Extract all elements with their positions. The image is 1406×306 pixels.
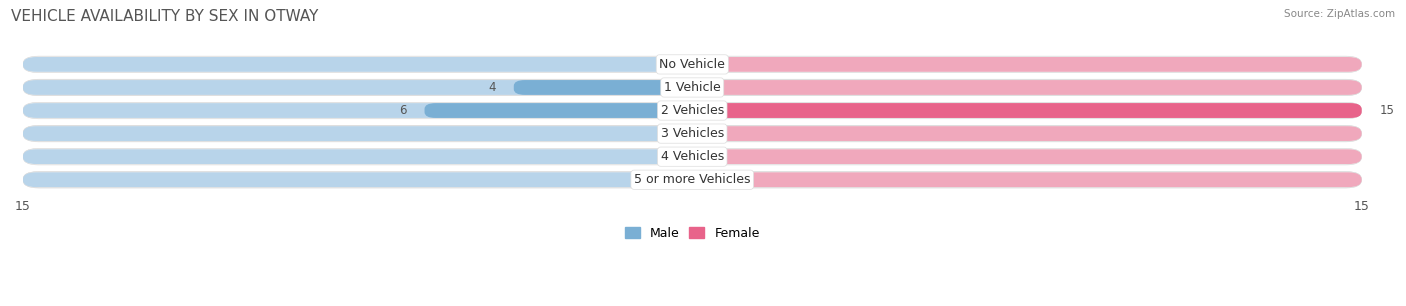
Text: 0: 0: [710, 58, 717, 71]
FancyBboxPatch shape: [692, 172, 1361, 187]
FancyBboxPatch shape: [22, 125, 1361, 142]
FancyBboxPatch shape: [692, 80, 1361, 95]
Text: 4 Vehicles: 4 Vehicles: [661, 150, 724, 163]
Text: 0: 0: [666, 58, 675, 71]
FancyBboxPatch shape: [22, 172, 692, 187]
FancyBboxPatch shape: [692, 149, 1361, 164]
FancyBboxPatch shape: [22, 79, 1361, 96]
Text: 6: 6: [399, 104, 406, 117]
FancyBboxPatch shape: [22, 103, 692, 118]
FancyBboxPatch shape: [692, 103, 1361, 118]
Text: No Vehicle: No Vehicle: [659, 58, 725, 71]
Text: 3 Vehicles: 3 Vehicles: [661, 127, 724, 140]
Text: 5 or more Vehicles: 5 or more Vehicles: [634, 173, 751, 186]
FancyBboxPatch shape: [22, 149, 692, 164]
FancyBboxPatch shape: [22, 56, 1361, 73]
Text: VEHICLE AVAILABILITY BY SEX IN OTWAY: VEHICLE AVAILABILITY BY SEX IN OTWAY: [11, 9, 319, 24]
Text: 0: 0: [666, 150, 675, 163]
FancyBboxPatch shape: [22, 57, 692, 72]
Text: 2 Vehicles: 2 Vehicles: [661, 104, 724, 117]
Text: 0: 0: [710, 81, 717, 94]
FancyBboxPatch shape: [692, 57, 1361, 72]
Text: Source: ZipAtlas.com: Source: ZipAtlas.com: [1284, 9, 1395, 19]
FancyBboxPatch shape: [22, 148, 1361, 165]
FancyBboxPatch shape: [425, 103, 692, 118]
FancyBboxPatch shape: [513, 80, 692, 95]
FancyBboxPatch shape: [22, 126, 692, 141]
FancyBboxPatch shape: [692, 126, 1361, 141]
Text: 1 Vehicle: 1 Vehicle: [664, 81, 721, 94]
Legend: Male, Female: Male, Female: [624, 227, 759, 240]
Text: 0: 0: [666, 127, 675, 140]
FancyBboxPatch shape: [22, 102, 1361, 119]
Text: 0: 0: [710, 173, 717, 186]
FancyBboxPatch shape: [22, 80, 692, 95]
FancyBboxPatch shape: [22, 171, 1361, 188]
Text: 15: 15: [1379, 104, 1395, 117]
Text: 0: 0: [666, 173, 675, 186]
FancyBboxPatch shape: [692, 103, 1361, 118]
Text: 0: 0: [710, 127, 717, 140]
Text: 4: 4: [488, 81, 496, 94]
Text: 0: 0: [710, 150, 717, 163]
